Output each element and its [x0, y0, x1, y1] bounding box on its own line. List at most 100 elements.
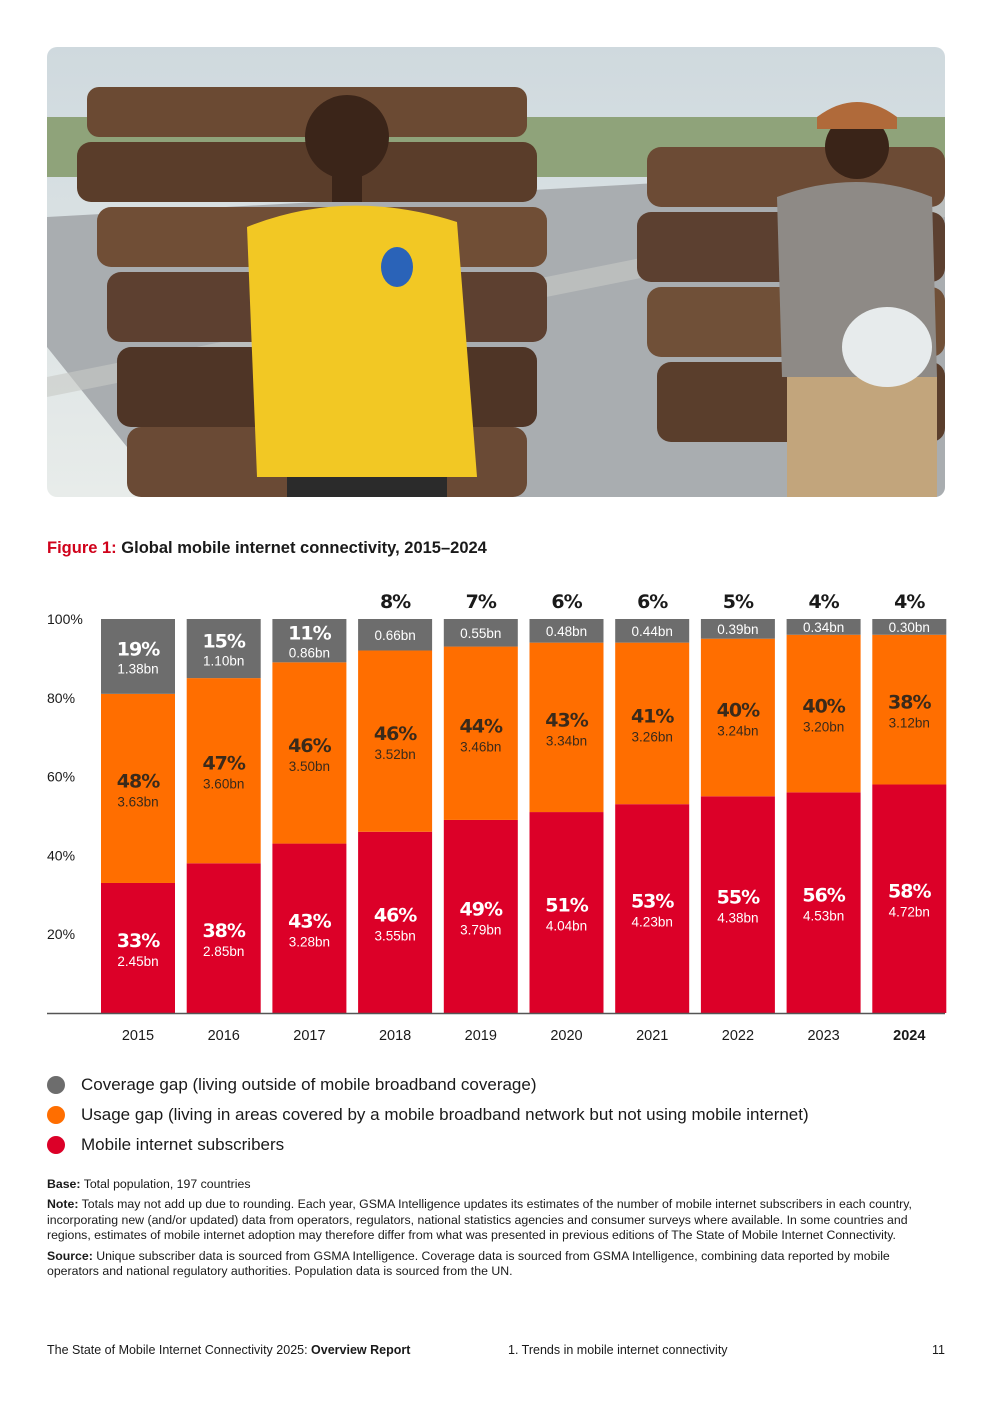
- data-label-count: 3.52bn: [374, 747, 415, 762]
- data-label-percent: 6%: [551, 591, 582, 613]
- x-tick-label: 2020: [550, 1028, 582, 1044]
- data-label-percent: 46%: [374, 904, 417, 926]
- data-label-percent: 41%: [631, 705, 674, 727]
- data-label-percent: 15%: [202, 631, 245, 653]
- bar-segment-usage-gap: [443, 646, 518, 820]
- cover-photo-illustration: [47, 47, 945, 497]
- data-label-percent: 11%: [288, 623, 331, 645]
- data-label-percent: 33%: [117, 930, 160, 952]
- bar-segment-coverage-gap: [786, 619, 861, 635]
- legend-label-subscribers: Mobile internet subscribers: [81, 1135, 285, 1154]
- data-label-count: 0.30bn: [889, 620, 930, 635]
- data-label-count: 1.38bn: [117, 661, 158, 676]
- data-label-percent: 58%: [888, 881, 931, 903]
- bar-segment-coverage-gap: [443, 619, 518, 647]
- data-label-percent: 56%: [802, 885, 845, 907]
- x-tick-label: 2018: [379, 1028, 411, 1044]
- x-tick-label: 2021: [636, 1028, 668, 1044]
- data-label-count: 4.04bn: [546, 919, 587, 934]
- data-label-count: 3.28bn: [289, 934, 330, 949]
- x-tick-label: 2019: [465, 1028, 497, 1044]
- y-tick-label: 40%: [47, 847, 75, 863]
- legend-swatch-coverage-gap: [47, 1076, 65, 1094]
- x-tick-label: 2022: [722, 1028, 754, 1044]
- data-label-count: 4.53bn: [803, 909, 844, 924]
- y-tick-label: 20%: [47, 926, 75, 942]
- data-label-count: 0.55bn: [460, 626, 501, 641]
- figure-title: Figure 1: Global mobile internet connect…: [47, 539, 487, 558]
- bar-segment-usage-gap: [786, 634, 861, 793]
- bar-segment-usage-gap: [700, 638, 775, 797]
- data-label-count: 0.86bn: [289, 646, 330, 661]
- y-tick-label: 100%: [47, 611, 83, 627]
- bar-segment-subscribers: [358, 831, 433, 1013]
- legend-item-usage-gap: Usage gap (living in areas covered by a …: [47, 1100, 809, 1130]
- bar-segment-subscribers: [529, 812, 604, 1013]
- legend-label-usage-gap: Usage gap (living in areas covered by a …: [81, 1105, 809, 1124]
- page-number: 11: [932, 1343, 945, 1357]
- legend-swatch-subscribers: [47, 1136, 65, 1154]
- data-label-count: 1.10bn: [203, 654, 244, 669]
- person-right: [777, 102, 937, 497]
- bar-segment-coverage-gap: [872, 619, 947, 635]
- bar-segment-coverage-gap: [529, 619, 604, 643]
- data-label-percent: 40%: [717, 700, 760, 722]
- bar-segment-coverage-gap: [101, 619, 175, 694]
- data-label-percent: 8%: [380, 591, 411, 613]
- note-source: Source: Unique subscriber data is source…: [47, 1248, 890, 1279]
- data-label-percent: 44%: [460, 715, 503, 737]
- legend-item-coverage-gap: Coverage gap (living outside of mobile b…: [47, 1070, 809, 1100]
- bar-segment-subscribers: [186, 863, 261, 1013]
- data-label-percent: 55%: [717, 887, 760, 909]
- data-label-count: 3.63bn: [117, 794, 158, 809]
- data-label-count: 0.66bn: [374, 628, 415, 643]
- chart-notes: Base: Total population, 197 countries No…: [47, 1177, 937, 1284]
- y-tick-label: 80%: [47, 690, 75, 706]
- data-label-count: 3.50bn: [289, 759, 330, 774]
- data-label-percent: 48%: [117, 770, 160, 792]
- bar-segment-usage-gap: [529, 642, 604, 813]
- bar-segment-subscribers: [443, 819, 518, 1013]
- x-tick-label: 2016: [208, 1028, 240, 1044]
- data-label-count: 0.34bn: [803, 620, 844, 635]
- data-label-percent: 51%: [545, 895, 588, 917]
- data-label-count: 0.48bn: [546, 624, 587, 639]
- data-label-count: 2.45bn: [117, 954, 158, 969]
- data-label-percent: 40%: [802, 696, 845, 718]
- bar-segment-usage-gap: [101, 693, 175, 883]
- bar-segment-coverage-gap: [358, 619, 433, 651]
- bar-segment-coverage-gap: [615, 619, 690, 643]
- legend-item-subscribers: Mobile internet subscribers: [47, 1130, 809, 1160]
- y-tick-label: 60%: [47, 769, 75, 785]
- data-label-percent: 46%: [374, 723, 417, 745]
- data-label-percent: 46%: [288, 735, 331, 757]
- data-label-count: 3.26bn: [632, 729, 673, 744]
- legend-swatch-usage-gap: [47, 1106, 65, 1124]
- data-label-percent: 49%: [460, 898, 503, 920]
- data-label-count: 0.44bn: [632, 624, 673, 639]
- data-label-percent: 38%: [888, 692, 931, 714]
- data-label-percent: 5%: [723, 591, 754, 613]
- bar-segment-subscribers: [786, 792, 861, 1013]
- data-label-percent: 6%: [637, 591, 668, 613]
- bar-segment-usage-gap: [272, 662, 347, 844]
- note-note: Note: Totals may not add up due to round…: [47, 1197, 912, 1243]
- data-label-count: 4.23bn: [632, 915, 673, 930]
- chart-legend: Coverage gap (living outside of mobile b…: [47, 1070, 809, 1160]
- data-label-count: 4.72bn: [889, 905, 930, 920]
- x-tick-label: 2015: [122, 1028, 154, 1044]
- data-label-percent: 4%: [808, 591, 839, 613]
- data-label-count: 3.55bn: [374, 928, 415, 943]
- bar-segment-subscribers: [872, 784, 947, 1013]
- data-label-count: 3.24bn: [717, 724, 758, 739]
- note-base: Base: Total population, 197 countries: [47, 1177, 251, 1191]
- stacked-bar-chart: 20% 40% 60% 80% 100% 33% 2.45bn 48% 3.63bn 19%1.3…: [47, 591, 947, 1044]
- data-label-count: 2.85bn: [203, 944, 244, 959]
- data-label-percent: 38%: [202, 920, 245, 942]
- bar-segment-coverage-gap: [272, 619, 347, 663]
- data-label-percent: 4%: [894, 591, 925, 613]
- bar-segment-coverage-gap: [700, 619, 775, 639]
- footer-report-title: The State of Mobile Internet Connectivit…: [47, 1343, 411, 1357]
- data-label-count: 3.60bn: [203, 777, 244, 792]
- figure-label: Figure 1:: [47, 539, 117, 557]
